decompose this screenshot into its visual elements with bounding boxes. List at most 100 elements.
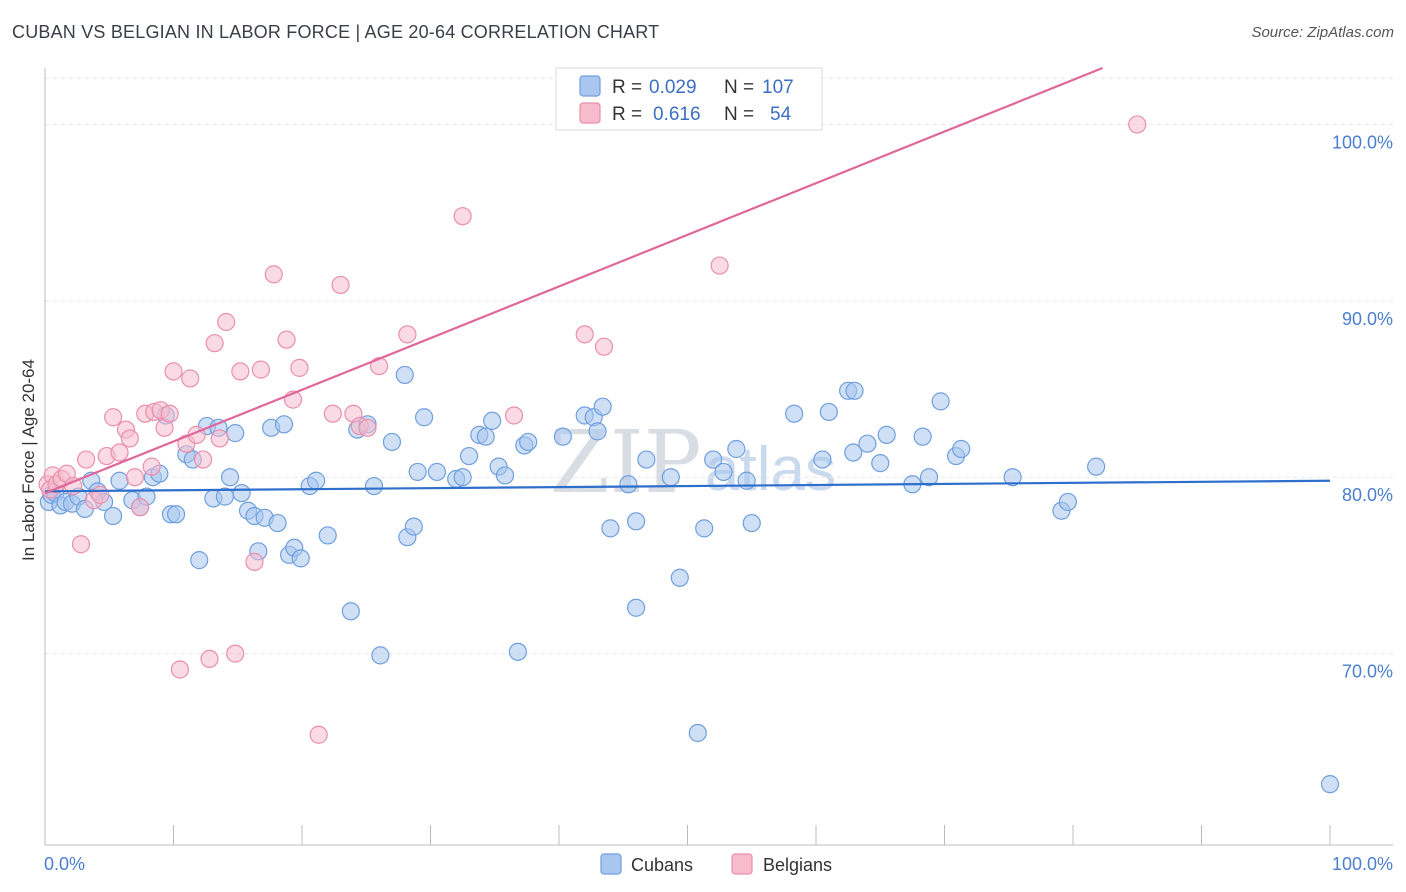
belgians-point-54 [710, 256, 729, 275]
belgians-point-24 [164, 362, 183, 381]
cubans-point-64 [508, 642, 527, 661]
cubans-point-40 [291, 549, 310, 568]
cubans-point-66 [519, 432, 538, 452]
belgians-point-47 [358, 418, 377, 437]
belgians-trendline [44, 66, 1103, 495]
cubans-point-42 [307, 471, 326, 490]
cubans-point-12 [110, 471, 129, 490]
cubans-point-105 [1320, 775, 1340, 794]
belgians-point-33 [217, 312, 236, 332]
belgians-point-36 [245, 552, 264, 571]
cubans-point-93 [871, 454, 890, 473]
belgians-point-27 [181, 369, 200, 388]
legend-cubans-r-label: R = [612, 77, 642, 98]
cubans-point-104 [1087, 457, 1106, 476]
y-axis-title: In Labor Force | Age 20-64 [19, 359, 38, 561]
chart-title: CUBAN VS BELGIAN IN LABOR FORCE | AGE 20… [12, 22, 660, 42]
cubans-point-85 [742, 513, 761, 533]
cubans-point-28 [220, 468, 240, 487]
cubans-point-49 [382, 432, 402, 452]
cubans-point-55 [427, 462, 447, 482]
bottom-legend-cubans: Cubans [631, 855, 693, 875]
cubans-point-36 [268, 513, 287, 533]
cubans-point-53 [408, 462, 427, 482]
belgians-point-8 [77, 450, 96, 469]
belgians-point-19 [142, 457, 161, 476]
belgians-point-53 [594, 337, 614, 356]
cubans-point-103 [1058, 492, 1077, 512]
cubans-point-75 [626, 598, 646, 617]
cubans-point-82 [714, 462, 733, 482]
cubans-point-90 [845, 381, 864, 400]
y-tick-label-1: 80.0% [1342, 485, 1393, 505]
legend: R = 0.029 N = 107 R = 0.616 N = 54 [555, 67, 823, 131]
cubans-point-86 [785, 404, 804, 423]
bottom-legend-swatch-belgians [731, 853, 753, 875]
cubans-point-30 [232, 483, 251, 503]
cubans-point-60 [476, 427, 495, 446]
legend-swatch-cubans [579, 75, 601, 97]
cubans-trendline [44, 479, 1331, 493]
y-tick-label-2: 90.0% [1342, 309, 1393, 329]
legend-belgians-n-value: 54 [770, 104, 792, 125]
cubans-point-29 [226, 424, 245, 443]
cubans-point-61 [483, 411, 502, 430]
belgians-point-15 [120, 429, 139, 448]
cubans-point-91 [844, 443, 863, 462]
cubans-point-47 [364, 476, 384, 496]
cubans-point-50 [395, 365, 414, 385]
series-cubans [39, 365, 1340, 794]
cubans-point-44 [341, 602, 360, 621]
legend-cubans-n-value: 107 [762, 77, 794, 98]
belgians-point-35 [231, 362, 250, 381]
cubans-point-83 [727, 439, 746, 459]
cubans-point-77 [661, 468, 680, 487]
belgians-point-42 [309, 725, 328, 744]
cubans-point-76 [637, 450, 656, 469]
y-tick-label-3: 100.0% [1332, 132, 1393, 152]
belgians-point-52 [575, 325, 594, 344]
legend-belgians-n-label: N = [724, 104, 754, 125]
belgians-point-12 [104, 408, 123, 427]
cubans-point-78 [670, 568, 689, 587]
bottom-legend-swatch-cubans [600, 853, 622, 875]
y-tick-labels: 70.0% 80.0% 90.0% 100.0% [1332, 132, 1393, 681]
legend-belgians-r-value: 0.616 [653, 104, 701, 125]
belgians-point-39 [277, 330, 296, 349]
belgians-point-51 [504, 406, 524, 425]
x-tick-labels: 0.0% 100.0% [44, 854, 1393, 874]
y-tick-label-0: 70.0% [1342, 662, 1393, 682]
cubans-point-54 [414, 408, 434, 427]
cubans-point-52 [404, 517, 423, 536]
cubans-point-94 [877, 425, 896, 444]
belgians-point-23 [160, 404, 179, 423]
legend-belgians-r-label: R = [612, 104, 642, 125]
cubans-point-71 [593, 397, 612, 416]
cubans-point-98 [931, 392, 950, 411]
cubans-point-74 [626, 512, 646, 531]
cubans-point-97 [919, 468, 939, 487]
belgians-point-16 [125, 468, 145, 487]
cubans-point-11 [104, 506, 123, 526]
cubans-point-37 [274, 415, 294, 434]
belgians-point-43 [323, 404, 342, 423]
belgians-point-7 [71, 535, 91, 554]
belgians-point-32 [210, 429, 229, 448]
legend-swatch-belgians [579, 102, 601, 124]
cubans-point-23 [190, 551, 209, 570]
cubans-point-73 [619, 475, 638, 494]
bottom-legend: Cubans Belgians [600, 853, 832, 875]
x-tick-label-0: 0.0% [44, 854, 85, 874]
cubans-point-20 [166, 505, 186, 524]
belgians-point-49 [398, 325, 417, 344]
belgians-point-17 [130, 498, 150, 517]
belgians-point-30 [200, 649, 219, 669]
cubans-point-70 [588, 422, 607, 441]
belgians-point-50 [453, 207, 472, 226]
cubans-point-57 [453, 468, 472, 487]
belgians-point-44 [331, 275, 350, 295]
cubans-point-101 [1003, 468, 1022, 487]
cubans-point-43 [318, 526, 337, 545]
cubans-point-67 [553, 427, 572, 446]
